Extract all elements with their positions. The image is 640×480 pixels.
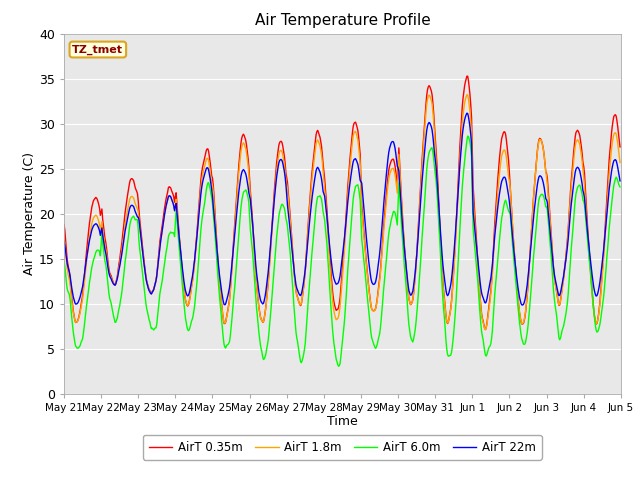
AirT 22m [463, 110, 471, 116]
AirT 6.0m [410, 332, 418, 338]
AirT 0.35m [616, 144, 624, 150]
AirT 1.8m [463, 92, 471, 97]
AirT 6.0m [60, 258, 68, 264]
AirT 1.8m [616, 159, 624, 165]
AirT 22m [70, 297, 78, 303]
Line: AirT 22m: AirT 22m [64, 113, 620, 305]
Y-axis label: Air Temperature (C): Air Temperature (C) [23, 152, 36, 275]
AirT 22m [184, 293, 191, 299]
AirT 6.0m [616, 184, 624, 190]
AirT 0.35m [60, 222, 68, 228]
AirT 0.35m [127, 176, 135, 181]
Text: TZ_tmet: TZ_tmet [72, 44, 124, 55]
AirT 0.35m [426, 84, 434, 89]
AirT 22m [519, 302, 527, 308]
AirT 0.35m [410, 291, 417, 297]
AirT 6.0m [127, 216, 135, 222]
AirT 1.8m [426, 93, 434, 99]
AirT 22m [616, 178, 624, 184]
AirT 1.8m [184, 302, 191, 308]
AirT 1.8m [482, 327, 490, 333]
AirT 22m [410, 284, 417, 289]
AirT 6.0m [184, 327, 191, 333]
AirT 6.0m [464, 133, 472, 139]
AirT 6.0m [335, 363, 342, 369]
AirT 6.0m [213, 263, 221, 268]
AirT 22m [426, 120, 434, 126]
AirT 0.35m [184, 303, 191, 309]
Line: AirT 6.0m: AirT 6.0m [64, 136, 620, 366]
Title: Air Temperature Profile: Air Temperature Profile [255, 13, 430, 28]
AirT 1.8m [410, 291, 417, 297]
Line: AirT 0.35m: AirT 0.35m [64, 76, 620, 330]
AirT 1.8m [60, 236, 68, 241]
AirT 6.0m [70, 334, 78, 340]
AirT 22m [213, 248, 221, 254]
AirT 22m [127, 203, 135, 208]
X-axis label: Time: Time [327, 415, 358, 429]
AirT 6.0m [427, 147, 435, 153]
AirT 0.35m [463, 73, 471, 79]
AirT 1.8m [70, 313, 78, 319]
Line: AirT 1.8m: AirT 1.8m [64, 95, 620, 330]
AirT 22m [60, 239, 68, 244]
AirT 0.35m [213, 245, 221, 251]
Legend: AirT 0.35m, AirT 1.8m, AirT 6.0m, AirT 22m: AirT 0.35m, AirT 1.8m, AirT 6.0m, AirT 2… [143, 435, 542, 460]
AirT 0.35m [482, 327, 490, 333]
AirT 0.35m [70, 313, 78, 319]
AirT 1.8m [127, 193, 135, 199]
AirT 1.8m [213, 249, 221, 254]
